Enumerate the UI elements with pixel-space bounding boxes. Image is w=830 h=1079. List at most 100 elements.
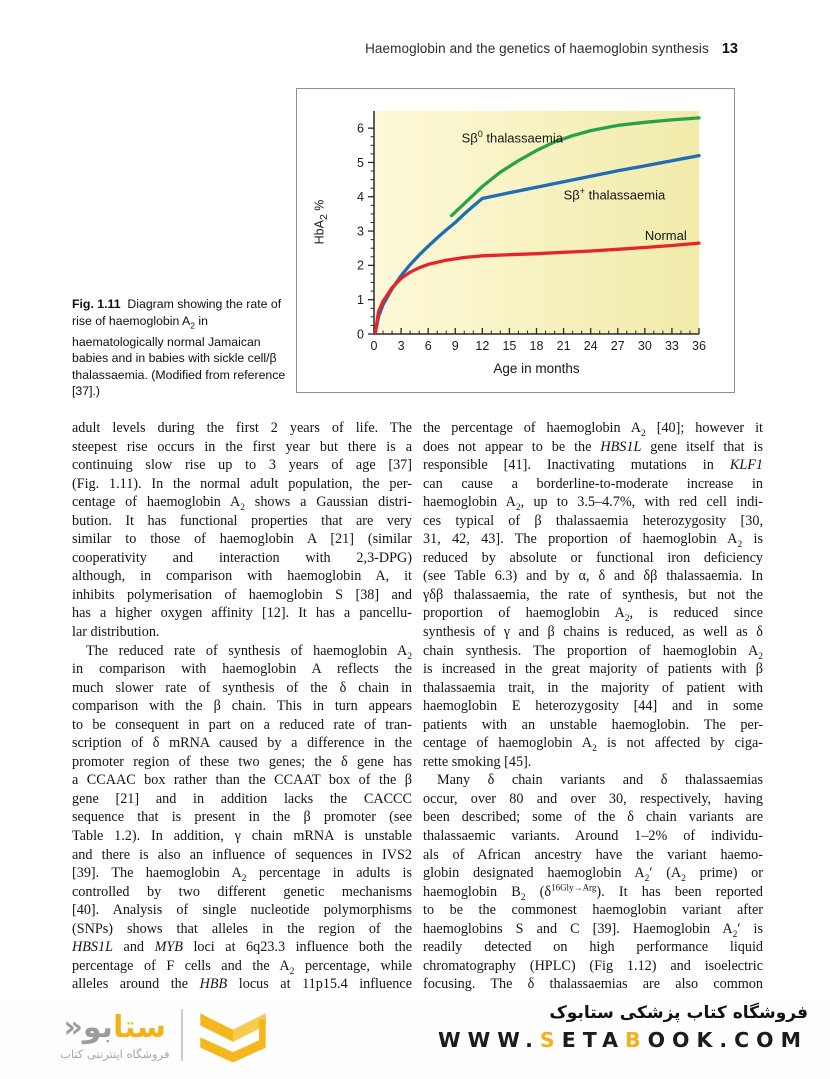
svg-text:21: 21 [557,339,571,353]
text-line: has a higher oxygen affinity [12]. It ha… [72,605,412,622]
text-line: steepest rise occurs in the first year b… [72,438,412,455]
text-line: patients with an unstable haemoglobin. T… [423,716,763,733]
text-line: lar distribution. [72,624,160,641]
text-line: Many δ chain variants and δ thalassaemia… [437,772,763,789]
running-head-title: Haemoglobin and the genetics of haemoglo… [365,41,709,56]
x-axis-ticks: 0 3 6 9 12 15 18 21 24 27 30 33 36 [371,328,706,353]
text-line: thalassaemic variants. Around 1–2% of in… [423,828,763,845]
text-line: als of African ancestry have the variant… [423,846,763,863]
text-line: promoter region of these two genes; the … [72,753,412,770]
text-line: percentage of F cells and the A2 percent… [72,957,413,977]
svg-text:0: 0 [371,339,378,353]
footer-divider [181,1009,184,1061]
footer-banner: ستابو« فروشگاه اینترنتی کتاب فروشگاه کتا… [0,1000,830,1079]
svg-text:6: 6 [425,339,432,353]
svg-text:30: 30 [638,339,652,353]
svg-text:15: 15 [502,339,516,353]
site-url-segment: S [539,1028,562,1052]
text-line: alleles around the HBB locus at 11p15.4 … [72,976,412,993]
plot-area [374,111,699,334]
svg-text:2: 2 [357,259,364,273]
text-line: chain synthesis. The proportion of haemo… [423,642,763,662]
text-line: can cause a borderline-to-moderate incre… [423,475,763,492]
site-url-segment: ETA [561,1028,625,1052]
text-line: similar to those of haemoglobin A [21] (… [72,531,412,548]
text-line: occur, over 80 and over 30, respectively… [423,790,763,807]
series-label: Sβ0 thalassaemia [461,128,563,146]
x-axis-label: Age in months [493,361,580,376]
text-line: The reduced rate of synthesis of haemogl… [86,642,412,662]
svg-text:1: 1 [357,293,364,307]
text-line: [40]. Analysis of single nucleotide poly… [72,902,412,919]
site-url-segment: B [624,1028,648,1052]
text-line: in comparison with haemoglobin A reflect… [72,661,412,678]
text-line: to be the commonest haemoglobin variant … [423,902,763,919]
text-line: and there is also an influence of sequen… [72,846,412,863]
text-line: to be consequent in part on a reduced ra… [72,716,412,733]
text-line: inhibits polymerisation of haemoglobin S… [72,586,412,603]
svg-text:5: 5 [357,156,364,170]
text-line: HBS1L and MYB loci at 6q23.3 influence b… [72,939,412,956]
text-line: haemoglobin A2, up to 3.5–4.7%, with red… [423,494,763,514]
svg-text:6: 6 [357,121,364,135]
site-url-segment: WWW. [437,1028,540,1052]
series-label: Normal [644,227,687,243]
figure-box: 0 3 6 9 12 15 18 21 24 27 30 33 36 0 1 2 3 4 5 6 Age in mont… [296,88,735,393]
figure-caption: Fig. 1.11 Diagram showing the rate of ri… [72,297,286,399]
store-logo-subtext: فروشگاه اینترنتی کتاب [60,1046,170,1061]
store-emblem-icon [200,1013,267,1063]
site-url: WWW.SETABOOK.COM [438,1028,808,1052]
text-line: Table 1.2). In addition, γ chain mRNA is… [72,828,412,845]
text-line: controlled by two different genetic mech… [72,883,412,900]
text-line: bution. It has functional properties tha… [72,512,412,529]
text-line: comparison with the β chain. This in tur… [72,698,412,715]
series-label: Sβ+ thalassaemia [563,186,666,203]
text-line: does not appear to be the HBS1L gene its… [423,438,763,455]
text-line: reduced by absolute or functional iron d… [423,549,763,566]
svg-text:24: 24 [584,339,598,353]
text-line: (Fig. 1.11). In the normal adult populat… [72,475,412,492]
svg-text:0: 0 [357,327,364,341]
svg-text:33: 33 [665,339,679,353]
text-line: centage of haemoglobin A2 shows a Gaussi… [72,494,412,514]
text-column-left: adult levels during the first 2 years of… [72,419,412,994]
text-line: chromatography (HPLC) (Fig 1.12) and iso… [423,957,763,974]
text-line: centage of haemoglobin A2 is not affecte… [423,735,763,755]
text-line: proportion of haemoglobin A2, is reduced… [423,605,763,625]
svg-text:4: 4 [357,190,364,204]
text-line: gene [21] and in addition lacks the CACC… [72,790,412,807]
text-line: haemoglobins S and C [39]. Haemoglobin A… [423,920,763,940]
text-line: (see Table 6.3) and by α, δ and δβ thala… [423,568,763,585]
text-line: (SNPs) shows that alleles in the region … [72,920,412,937]
text-line: scription of δ mRNA caused by a differen… [72,735,412,752]
svg-text:12: 12 [475,339,489,353]
text-line: rette smoking [45]. [423,753,532,770]
series-line-normal [373,241,701,334]
series-line-s-0-thalassaemia [449,116,701,218]
text-line: adult levels during the first 2 years of… [72,420,412,436]
svg-text:9: 9 [452,339,459,353]
text-line: haemoglobin E heterozygosity [44] and in… [423,698,763,715]
text-line: γδβ thalassaemia, the rate of synthesis,… [423,586,763,603]
svg-text:27: 27 [611,339,625,353]
svg-text:36: 36 [692,339,706,353]
svg-text:3: 3 [398,339,405,353]
site-title: فروشگاه کتاب پزشکی ستابوک [549,1003,808,1023]
text-line: focusing. The δ thalassaemias are also c… [423,976,763,993]
text-line: readily detected on high performance liq… [423,939,763,956]
text-line: continuing slow rise up to 3 years of ag… [72,457,412,474]
text-column-right: the percentage of haemoglobin A2 [40]; h… [423,419,763,994]
y-axis-ticks: 0 1 2 3 4 5 6 [357,121,374,341]
site-url-segment: OOK.COM [647,1028,808,1052]
y-axis-label: HbA2 % [312,199,330,245]
text-line: a CCAAC box rather than the CCAAT box of… [72,772,412,789]
text-line: sequence that is present in the β promot… [72,809,412,826]
text-line: cooperativity and interaction with 2,3-D… [72,549,412,566]
chevron-left-icon: « [63,1009,83,1045]
text-line: globin designated haemoglobin A2′ (A2 pr… [423,865,763,884]
site-info: فروشگاه کتاب پزشکی ستابوک WWW.SETABOOK.C… [438,1003,808,1052]
store-logotype-word: ستابو« [63,1009,166,1045]
text-line: [39]. The haemoglobin A2 percentage in a… [72,865,412,884]
running-head: Haemoglobin and the genetics of haemoglo… [365,41,738,57]
